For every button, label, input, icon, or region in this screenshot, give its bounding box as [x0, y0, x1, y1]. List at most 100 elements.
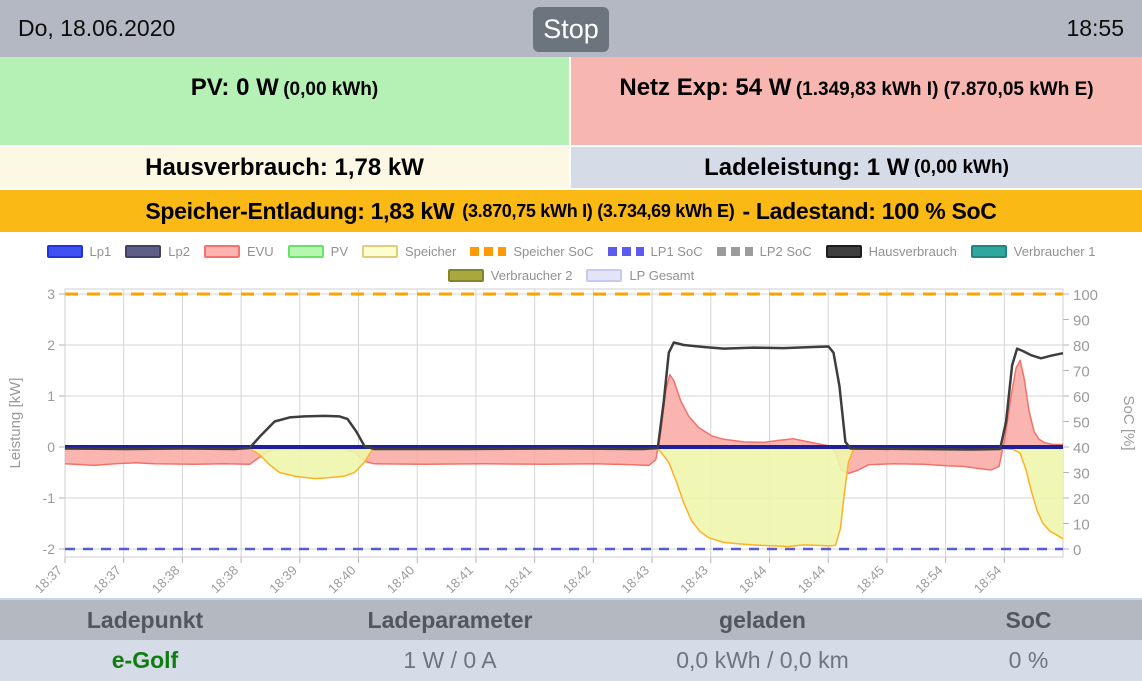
- svg-text:40: 40: [1073, 440, 1090, 457]
- svg-text:18:40: 18:40: [325, 563, 359, 597]
- svg-text:18:43: 18:43: [619, 563, 653, 597]
- svg-text:18:54: 18:54: [971, 563, 1005, 597]
- legend-row-1: Lp1 Lp2 EVU PV Speicher Speicher SoC LP1 SoC LP…: [0, 242, 1142, 260]
- col-header-ladeparameter: Ladeparameter: [367, 606, 533, 633]
- legend-label: Lp2: [168, 243, 190, 259]
- power-chart: Lp1 Lp2 EVU PV Speicher Speicher SoC LP1 SoC LP…: [0, 232, 1142, 600]
- legend-item[interactable]: Speicher SoC: [470, 243, 594, 259]
- legend-item[interactable]: Lp2: [125, 244, 190, 259]
- svg-text:3: 3: [47, 286, 55, 302]
- pv-panel: PV: 0 W (0,00 kWh): [0, 57, 571, 147]
- svg-text:20: 20: [1073, 491, 1090, 508]
- legend-label: LP2 SoC: [759, 243, 812, 259]
- date-label: Do, 18.06.2020: [18, 15, 176, 41]
- legend-item[interactable]: PV: [287, 243, 349, 259]
- svg-text:-1: -1: [43, 490, 56, 506]
- svg-text:18:38: 18:38: [208, 563, 242, 597]
- svg-text:18:44: 18:44: [736, 563, 770, 597]
- col-header-soc: SoC: [1005, 606, 1052, 633]
- soc-value: 0 %: [1008, 647, 1049, 673]
- legend-item[interactable]: LP1 SoC: [607, 243, 703, 259]
- legend-row-2: Verbraucher 2 LP Gesamt: [0, 266, 1142, 284]
- svg-text:90: 90: [1073, 313, 1090, 330]
- house-consumption-value: Hausverbrauch: 1,78 kW: [145, 153, 424, 181]
- top-bar: Do, 18.06.2020 Stop 18:55: [0, 0, 1142, 57]
- legend-item[interactable]: LP Gesamt: [586, 268, 694, 283]
- legend-label: PV: [330, 243, 349, 259]
- legend-label: Verbraucher 2: [490, 267, 573, 283]
- grid-panel: Netz Exp: 54 W (1.349,83 kWh I) (7.870,0…: [571, 57, 1142, 147]
- svg-text:60: 60: [1073, 389, 1090, 406]
- legend-dash-swatch: [470, 246, 507, 256]
- summary-row-1: PV: 0 W (0,00 kWh) Netz Exp: 54 W (1.349…: [0, 57, 1142, 147]
- svg-text:0: 0: [1073, 542, 1081, 559]
- svg-text:70: 70: [1073, 364, 1090, 381]
- svg-text:SoC [%]: SoC [%]: [1120, 395, 1137, 450]
- charge-energy: (0,00 kWh): [913, 156, 1009, 178]
- pv-energy: (0,00 kWh): [283, 79, 379, 100]
- battery-discharge-value: Speicher-Entladung: 1,83 kW: [145, 197, 455, 224]
- legend-item[interactable]: Speicher: [362, 244, 456, 259]
- legend-label: Lp1: [89, 243, 112, 259]
- chart-svg: 18:37 18:37 18:38 18:38 18:39 18:40 18:40 18:41…: [7, 286, 1137, 597]
- legend-box-swatch: [362, 244, 399, 258]
- vehicle-name[interactable]: e-Golf: [111, 647, 179, 673]
- grid-value: Netz Exp: 54 W: [619, 74, 792, 101]
- svg-text:18:54: 18:54: [912, 563, 946, 597]
- legend-item[interactable]: Verbraucher 1: [970, 243, 1096, 259]
- svg-text:18:44: 18:44: [795, 563, 829, 597]
- legend-item[interactable]: LP2 SoC: [716, 243, 812, 259]
- charge-power-value: Ladeleistung: 1 W: [704, 153, 910, 181]
- svg-text:2: 2: [47, 337, 55, 353]
- legend-item[interactable]: Verbraucher 2: [447, 267, 573, 283]
- legend-box-swatch: [825, 244, 862, 258]
- svg-text:18:43: 18:43: [677, 563, 711, 597]
- table-row[interactable]: e-Golf 1 W / 0 A 0,0 kWh / 0,0 km 0 %: [0, 640, 1142, 681]
- svg-text:18:41: 18:41: [501, 563, 535, 597]
- battery-soc: - Ladestand: 100 % SoC: [742, 197, 997, 224]
- legend-box-swatch: [287, 244, 324, 258]
- svg-text:18:40: 18:40: [384, 563, 418, 597]
- summary-row-2: Hausverbrauch: 1,78 kW Ladeleistung: 1 W…: [0, 147, 1142, 190]
- charged-amount: 0,0 kWh / 0,0 km: [676, 647, 849, 673]
- svg-text:18:45: 18:45: [853, 563, 887, 597]
- legend-dash-swatch: [716, 246, 753, 256]
- col-header-ladepunkt: Ladepunkt: [86, 606, 204, 633]
- svg-text:30: 30: [1073, 466, 1090, 483]
- legend-label: Speicher: [405, 243, 457, 259]
- pv-value: PV: 0 W: [190, 74, 279, 101]
- svg-text:50: 50: [1073, 415, 1090, 432]
- stop-button[interactable]: Stop: [533, 7, 609, 52]
- legend-label: Verbraucher 1: [1013, 243, 1096, 259]
- battery-energy: (3.870,75 kWh I) (3.734,69 kWh E): [462, 200, 735, 221]
- svg-text:18:37: 18:37: [32, 563, 66, 597]
- svg-text:10: 10: [1073, 517, 1090, 534]
- battery-panel: Speicher-Entladung: 1,83 kW (3.870,75 kW…: [0, 190, 1142, 232]
- time-label: 18:55: [1066, 15, 1124, 41]
- svg-text:1: 1: [47, 388, 55, 404]
- legend-label: LP1 SoC: [650, 243, 703, 259]
- table-header-row: Ladepunkt Ladeparameter geladen SoC: [0, 600, 1142, 640]
- legend-box-swatch: [125, 244, 162, 258]
- legend-label: EVU: [246, 243, 274, 259]
- legend-box-swatch: [586, 268, 623, 282]
- legend-item[interactable]: Hausverbrauch: [825, 243, 957, 259]
- legend-item[interactable]: Lp1: [46, 243, 112, 259]
- svg-text:18:39: 18:39: [266, 563, 300, 597]
- grid-energy: (1.349,83 kWh I) (7.870,05 kWh E): [795, 79, 1094, 100]
- col-header-geladen: geladen: [719, 606, 806, 633]
- svg-text:18:38: 18:38: [149, 563, 183, 597]
- svg-text:18:37: 18:37: [90, 563, 124, 597]
- chargepoint-table: Ladepunkt Ladeparameter geladen SoC e-Go…: [0, 600, 1142, 681]
- legend-box-swatch: [203, 244, 240, 258]
- svg-text:100: 100: [1073, 287, 1098, 304]
- legend-box-swatch: [447, 268, 484, 282]
- svg-text:-2: -2: [43, 541, 56, 557]
- svg-text:80: 80: [1073, 338, 1090, 355]
- legend-label: Hausverbrauch: [868, 243, 957, 259]
- legend-label: LP Gesamt: [629, 267, 695, 283]
- legend-box-swatch: [970, 244, 1007, 258]
- legend-item[interactable]: EVU: [203, 243, 274, 259]
- legend-label: Speicher SoC: [513, 243, 594, 259]
- legend-dash-swatch: [607, 246, 644, 256]
